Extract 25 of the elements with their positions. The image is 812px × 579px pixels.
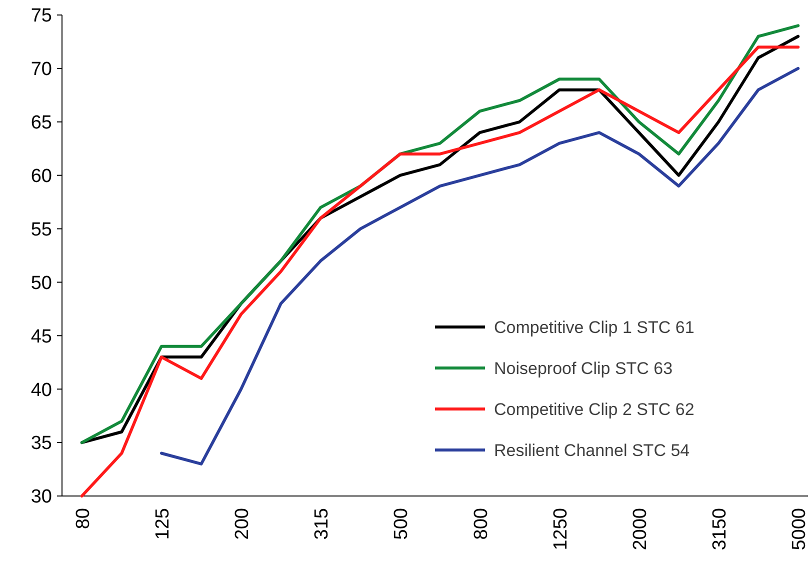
y-tick-label: 55 (30, 219, 52, 240)
legend-label: Resilient Channel STC 54 (494, 440, 690, 460)
y-tick-label: 70 (30, 59, 52, 80)
x-tick-label: 200 (232, 508, 254, 540)
y-tick-label: 40 (30, 380, 52, 401)
x-tick-label: 315 (312, 508, 333, 540)
x-tick-label: 125 (152, 508, 174, 540)
line-series (160, 66, 800, 466)
x-tick-label: 3150 (710, 508, 731, 550)
x-tick-label: 5000 (789, 508, 810, 550)
y-tick-label: 60 (30, 166, 52, 187)
legend-label: Competitive Clip 2 STC 62 (494, 400, 694, 419)
legend-label: Competitive Clip 1 STC 61 (494, 318, 694, 337)
y-tick-label: 65 (30, 112, 52, 134)
y-tick-label: 45 (30, 326, 52, 348)
y-tick-label: 75 (30, 6, 52, 27)
y-tick-label: 50 (30, 272, 52, 294)
y-tick-label: 30 (30, 486, 52, 508)
x-tick-label: 500 (391, 508, 412, 540)
x-tick-label: 1250 (550, 508, 572, 550)
x-tick-label: 800 (470, 508, 492, 540)
legend-label: Noiseproof Clip STC 63 (494, 358, 673, 378)
x-tick-label: 80 (72, 508, 94, 530)
y-tick-label: 35 (30, 433, 52, 454)
x-tick-label: 2000 (630, 508, 651, 550)
